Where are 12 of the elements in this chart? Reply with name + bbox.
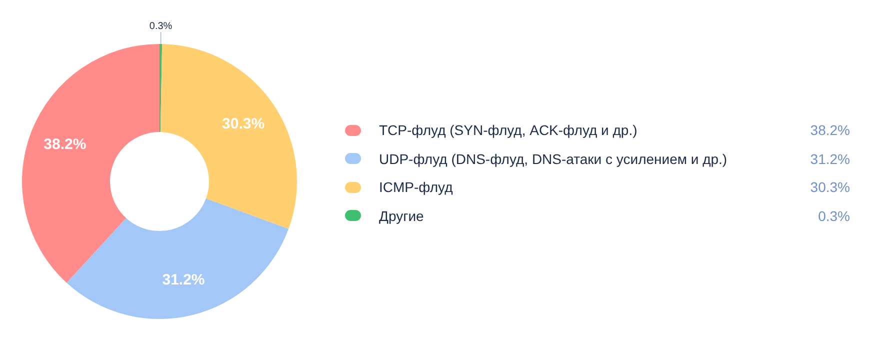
- legend-label: Другие: [379, 208, 425, 224]
- text: 30.3%: [810, 179, 850, 196]
- data-label: 31.2%: [162, 271, 205, 288]
- text: 31.2%: [810, 150, 850, 167]
- legend-label: TCP-флуд (SYN-флуд, ACK-флуд и др.): [379, 122, 638, 138]
- text: 38.2%: [810, 122, 850, 138]
- data-label: 38.2%: [44, 136, 86, 153]
- data-label: 0.3%: [149, 20, 172, 32]
- text: 0.3%: [818, 208, 850, 224]
- legend-label: ICMP-флуд: [379, 179, 454, 196]
- data-label: 30.3%: [222, 115, 265, 132]
- legend-label: UDP-флуд (DNS-флуд, DNS-атаки с усилением и др.): [379, 150, 728, 167]
